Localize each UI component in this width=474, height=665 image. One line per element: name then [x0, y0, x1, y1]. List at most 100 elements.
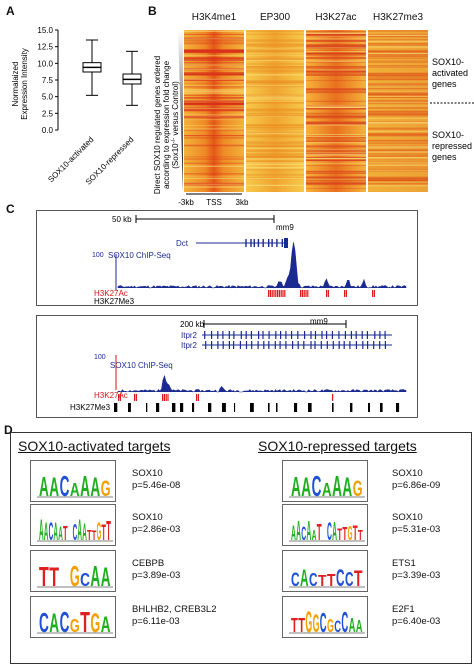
- label-activated-2: activated: [432, 68, 468, 78]
- y-tick-label: 10.0: [37, 59, 53, 68]
- y-tick-label: 0.0: [42, 126, 54, 135]
- y-axis-label-1: Normalaized: [11, 62, 20, 107]
- svg-text:A: A: [101, 561, 111, 591]
- svg-text:C: C: [60, 607, 70, 637]
- svg-text:C: C: [80, 570, 90, 591]
- svg-text:A: A: [306, 515, 311, 545]
- svg-text:T: T: [318, 573, 327, 590]
- svg-text:T: T: [358, 527, 363, 544]
- svg-text:G: G: [327, 615, 334, 636]
- track-h3k27me3-bottom: H3K27Me3: [70, 403, 111, 412]
- svg-text:A: A: [300, 565, 309, 591]
- svg-text:T: T: [106, 515, 111, 545]
- xtick-3kb: 3kb: [236, 198, 249, 207]
- repressed-targets-title: SOX10-repressed targets: [258, 438, 417, 454]
- gene-itpr2-2: Itpr2: [181, 341, 198, 350]
- label-repressed-3: genes: [432, 152, 457, 162]
- gene-itpr2-1: Itpr2: [181, 331, 198, 340]
- svg-text:A: A: [49, 472, 59, 501]
- svg-text:G: G: [70, 616, 80, 637]
- svg-text:T: T: [92, 527, 97, 543]
- y-tick-label: 15.0: [37, 26, 53, 35]
- svg-text:A: A: [332, 516, 337, 545]
- svg-text:C: C: [334, 618, 341, 636]
- svg-text:G: G: [313, 610, 320, 637]
- svg-text:A: A: [349, 615, 356, 637]
- motif-panel: [10, 432, 472, 664]
- svg-text:A: A: [342, 471, 352, 501]
- y-tick-label: 5.0: [42, 93, 54, 102]
- svg-text:A: A: [77, 514, 82, 545]
- svg-text:C: C: [309, 569, 318, 590]
- motif-label-activated-1: SOX10 p=5.46e-08: [132, 468, 181, 491]
- motif-label-activated-2: SOX10 p=2.86e-03: [132, 512, 181, 535]
- panel-d-label: D: [4, 423, 13, 437]
- svg-text:A: A: [312, 528, 317, 544]
- panel-c-label: C: [6, 202, 15, 216]
- activated-targets-title: SOX10-activated targets: [18, 438, 171, 454]
- motif-label-repressed-1: SOX10 p=6.86e-09: [392, 468, 441, 491]
- svg-text:C: C: [341, 607, 348, 637]
- track-h3k27ac-top: H3K27Ac: [94, 289, 128, 298]
- genome-browser-panel: 50 kb mm9 Dct SOX10 ChIP-Seq 100 H3K27Ac…: [36, 210, 418, 418]
- svg-text:T: T: [87, 528, 92, 544]
- y-tick-label: 7.5: [42, 76, 54, 85]
- svg-text:A: A: [291, 521, 296, 545]
- track-h3k27me3-top: H3K27Me3: [94, 297, 135, 306]
- svg-text:A: A: [332, 471, 342, 501]
- svg-text:A: A: [90, 471, 100, 501]
- panel-a-label: A: [6, 4, 15, 18]
- svg-text:T: T: [327, 570, 336, 590]
- track-h3k27ac-bottom: H3K27Ac: [94, 391, 128, 400]
- svg-text:A: A: [301, 472, 311, 501]
- gene-dct: Dct: [176, 239, 189, 248]
- motif-label-repressed-2: SOX10 p=5.31e-03: [392, 512, 441, 535]
- svg-text:G: G: [97, 518, 102, 545]
- browser-box-dct: [36, 210, 418, 306]
- svg-text:T: T: [80, 607, 90, 637]
- scale-200kb: 200 kb: [180, 320, 205, 329]
- svg-text:C: C: [345, 569, 354, 591]
- heatmap-title-h3k27ac: H3K27ac: [315, 12, 357, 23]
- svg-text:T: T: [354, 566, 363, 591]
- box-plot: Normalaized Expression Intensity 15.0 12.…: [11, 26, 142, 187]
- svg-text:G: G: [305, 606, 312, 637]
- svg-text:A: A: [49, 608, 59, 637]
- svg-text:T: T: [39, 561, 49, 591]
- svg-text:T: T: [337, 526, 342, 544]
- svg-text:T: T: [298, 615, 305, 637]
- heatmap-panel: Direct SOX10 regulated genes ordered acc…: [153, 30, 474, 207]
- y-tick-label: 2.5: [42, 109, 54, 118]
- label-activated-1: SOX10-: [432, 57, 464, 67]
- svg-text:A: A: [322, 480, 332, 501]
- svg-text:C: C: [73, 519, 78, 545]
- svg-text:T: T: [353, 520, 358, 545]
- motif-label-repressed-3: ETS1 p=3.39e-03: [392, 558, 441, 581]
- xtick-minus3kb: -3kb: [178, 198, 194, 207]
- svg-text:A: A: [296, 515, 301, 545]
- svg-text:G: G: [90, 607, 100, 637]
- svg-text:C: C: [320, 607, 327, 637]
- svg-text:T: T: [101, 520, 106, 545]
- label-repressed-1: SOX10-: [432, 130, 464, 140]
- fold-change-wedge: [178, 30, 183, 192]
- svg-text:A: A: [101, 612, 111, 637]
- svg-text:G: G: [70, 561, 80, 591]
- xtick-tss: TSS: [206, 198, 222, 207]
- box-sox10-activated: [82, 39, 102, 96]
- motif-label-repressed-4: E2F1 p=6.40e-03: [392, 604, 441, 627]
- svg-text:T: T: [342, 524, 347, 544]
- svg-text:A: A: [90, 561, 100, 591]
- label-activated-3: genes: [432, 79, 457, 89]
- ytick-100-bottom: 100: [94, 354, 106, 361]
- svg-text:A: A: [356, 617, 363, 636]
- svg-text:C: C: [60, 471, 70, 501]
- svg-text:C: C: [327, 519, 332, 545]
- svg-text:C: C: [291, 569, 300, 591]
